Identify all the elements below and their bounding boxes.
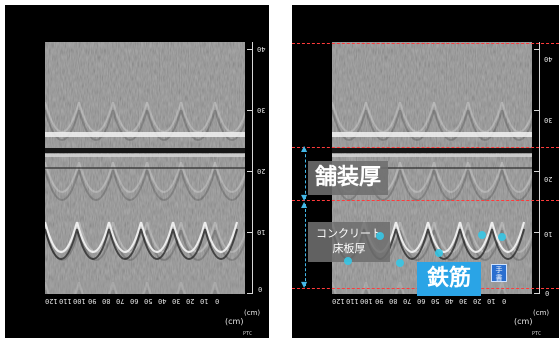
right-x-tick-label: 20 — [473, 297, 482, 305]
right-y-axis — [539, 42, 540, 294]
right-x-tick-label: 40 — [445, 297, 454, 305]
marker-badge-top: 手 — [495, 266, 503, 274]
right-y-tick-label: 40 — [544, 55, 553, 63]
right-x-tick-label: 50 — [431, 297, 440, 305]
left-x-tick-label: 10 — [200, 297, 209, 305]
left-unit-label: (cm) — [225, 317, 244, 326]
left-footer-label: PTC — [243, 331, 253, 337]
pavement-bottom-line — [292, 147, 559, 148]
right-y-tick-label: 30 — [544, 116, 553, 124]
right-y-tick — [534, 49, 539, 50]
right-x-tick-label: 110 — [346, 297, 359, 305]
left-x-tick-label: 50 — [144, 297, 153, 305]
slab-thickness-line2: 床板厚 — [332, 242, 366, 255]
left-x-tick-label: 100 — [73, 297, 86, 305]
surface-line — [292, 43, 559, 44]
right-x-tick-label: 120 — [332, 297, 345, 305]
left-y-tick-label: 10 — [257, 228, 266, 236]
rebar-marker — [498, 233, 506, 241]
left-y-axis — [252, 42, 253, 294]
pavement-thickness-label: 舗装厚 — [308, 161, 388, 195]
left-radar-panel: 40 30 20 10 0 120 110 100 90 80 70 60 50… — [5, 5, 269, 338]
slab-arrow-up-icon: ▲ — [301, 200, 308, 209]
left-x-tick-label: 110 — [59, 297, 72, 305]
marker-badge-icon: 手 書 — [491, 264, 507, 282]
right-x-tick-label: 80 — [389, 297, 398, 305]
left-y-tick — [247, 49, 252, 50]
rebar-marker — [344, 257, 352, 265]
left-x-tick-label: 0 — [215, 297, 220, 305]
right-footer-label: PTC — [532, 331, 542, 337]
left-unit-label-upper: (cm) — [244, 309, 261, 317]
left-radar-scan — [45, 42, 245, 294]
pavement-arrow-up-icon: ▲ — [301, 144, 308, 153]
right-x-tick-label: 30 — [459, 297, 468, 305]
right-y-tick-label: 0 — [545, 289, 550, 297]
right-radar-panel: 40 30 20 10 0 120 110 100 90 80 70 60 50… — [292, 5, 559, 338]
left-y-tick — [247, 232, 252, 233]
slab-thickness-line1: コンクリート — [316, 227, 382, 240]
right-y-tick — [534, 110, 539, 111]
slab-dimension-line — [305, 204, 306, 286]
left-y-tick-label: 0 — [258, 285, 263, 293]
pavement-arrow-down-icon: ▼ — [301, 193, 308, 202]
left-x-tick-label: 120 — [45, 297, 58, 305]
rebar-label: 鉄筋 — [417, 262, 481, 296]
right-unit-label-upper: (cm) — [533, 309, 550, 317]
slab-thickness-label: コンクリート 床板厚 — [308, 222, 390, 262]
left-y-tick — [247, 171, 252, 172]
left-x-tick-label: 60 — [130, 297, 139, 305]
left-x-tick-label: 30 — [172, 297, 181, 305]
left-y-tick-label: 40 — [257, 45, 266, 53]
right-y-tick — [534, 232, 539, 233]
right-x-tick-label: 0 — [502, 297, 507, 305]
left-x-tick-label: 40 — [158, 297, 167, 305]
right-x-tick-label: 10 — [487, 297, 496, 305]
left-x-tick-label: 80 — [102, 297, 111, 305]
right-x-tick-label: 60 — [417, 297, 426, 305]
rebar-marker — [376, 232, 384, 240]
slab-arrow-down-icon: ▼ — [301, 280, 308, 289]
right-y-tick — [534, 293, 539, 294]
left-x-tick-label: 90 — [88, 297, 97, 305]
pavement-dimension-line — [305, 149, 306, 199]
rebar-marker — [396, 259, 404, 267]
right-y-tick-label: 20 — [544, 175, 553, 183]
left-y-tick-label: 30 — [257, 106, 266, 114]
rebar-marker — [435, 249, 443, 257]
right-unit-label: (cm) — [514, 317, 533, 326]
right-x-tick-label: 70 — [403, 297, 412, 305]
left-x-tick-label: 20 — [186, 297, 195, 305]
right-y-tick-label: 10 — [544, 230, 553, 238]
right-x-tick-label: 100 — [360, 297, 373, 305]
left-y-tick — [247, 110, 252, 111]
marker-badge-bottom: 書 — [495, 274, 503, 282]
left-x-tick-label: 70 — [116, 297, 125, 305]
right-x-tick-label: 90 — [375, 297, 384, 305]
left-y-tick — [247, 293, 252, 294]
rebar-marker — [478, 231, 486, 239]
right-y-tick — [534, 171, 539, 172]
left-y-tick-label: 20 — [257, 167, 266, 175]
slab-top-line — [292, 200, 559, 201]
